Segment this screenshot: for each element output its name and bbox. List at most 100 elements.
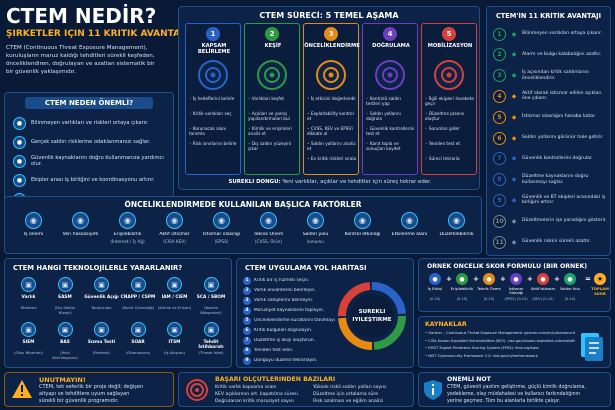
metrics-right-list: Yüksek riskli saldırı yolları sayısı Düze…: [313, 384, 386, 405]
database-icon: ◉: [72, 212, 89, 229]
benefit-icon: ◆: [511, 155, 517, 163]
why-item: ● Güvenlik kaynaklarını doğru kullanmanız…: [13, 153, 169, 169]
stage-bullet: •: [189, 126, 193, 131]
stage-item: • Düzeltme planını oluştur: [425, 111, 476, 121]
tech-item: ▣ SCA / SBOM (Yazılım Bileşenleri): [194, 277, 229, 319]
tech-sub: (İhlal Simülasyonu): [52, 350, 78, 360]
stage-item: • Risk sınırlarını belirle: [189, 141, 240, 146]
formula-term-label: Saldırı Yolu: [559, 287, 581, 291]
tech-sub: Yönetimi: [20, 305, 37, 310]
page-title: CTEM NEDİR?: [6, 4, 157, 28]
formula-term: ● İstismar Olasılığı (EPSS) (0-15): [504, 273, 528, 309]
tech-icon: ▣: [130, 277, 146, 292]
wrench-icon: ◉: [448, 212, 465, 229]
process-title: CTEM SÜRECİ: 5 TEMEL AŞAMA: [259, 11, 399, 20]
stage-item: • Yeniden test et: [425, 141, 476, 146]
stage-item-text: Yeniden test et: [428, 141, 461, 146]
stage-bullet: •: [248, 96, 252, 101]
stage-item-text: Süreci tekrarla: [428, 156, 460, 161]
factor-label: Düzeltilebilirlik: [439, 232, 474, 237]
formula-title: ÖRNEK ÖNCELİK SKOR FORMÜLÜ (BİR ÖRNEK): [427, 263, 588, 270]
stage-item-text: Sorunları gider: [428, 126, 460, 131]
roadmap-step: 2 Varlık envanterini belirleyin.: [243, 286, 335, 295]
metric-item: Kritik varlık kapsama oranı: [215, 385, 277, 390]
factor-sub: (İnternet / İç Ağ): [110, 239, 145, 244]
roadmap-step-number: 9: [243, 356, 251, 365]
stage-bullet: •: [307, 126, 311, 131]
stage-item-text: Düzeltme planını oluştur: [425, 111, 465, 122]
factor-label: Saldırı yolu: [302, 232, 329, 237]
stage-item: • İş etkisini değerlendir: [307, 96, 358, 101]
benefit-icon: ◆: [511, 92, 517, 100]
factor-label: İş önemi: [23, 232, 44, 237]
factor-item: ◉ Aktif istismar (CISA KEV): [152, 211, 197, 251]
gauge-icon: [316, 60, 346, 90]
sources-title: KAYNAKLAR: [425, 321, 467, 328]
crosshair-icon: [198, 60, 228, 90]
stage-bullet: •: [366, 111, 370, 116]
path-icon: ◉: [307, 212, 324, 229]
roadmap-step-text: Varlık sahiplerini belirleyin.: [254, 298, 314, 303]
benefit-number: 4: [493, 89, 506, 103]
roadmap-step: 8 Yeniden test edin.: [243, 346, 335, 355]
factor-item: ◉ Erişilebilirlik (İnternet / İç Ağ): [105, 211, 150, 251]
team-icon: [434, 60, 464, 90]
benefit-number: 11: [493, 235, 506, 249]
stage-bullet: •: [307, 96, 311, 101]
stage-bullet: •: [425, 141, 429, 146]
tech-sub: (Threat Intel): [198, 350, 224, 355]
note-panel: ÖNEMLİ NOT CTEM, güvenli yazılım gelişti…: [418, 372, 611, 407]
roadmap-step-number: 3: [243, 296, 251, 305]
benefit-item: 2 ◆ Alarm ve bulgu kalabalığını azaltır.: [493, 46, 609, 64]
factor-label: İstismar olasılığı: [202, 232, 241, 237]
check-icon: ◉: [354, 212, 371, 229]
factor-item: ◉ İş önemi: [11, 211, 56, 251]
trophy-icon: ★: [594, 273, 606, 285]
tech-icon: ▣: [167, 277, 182, 292]
warning-icon: [12, 380, 32, 398]
benefit-icon: ◆: [511, 196, 517, 204]
factor-item: ◉ İstismar olasılığı (EPSS): [199, 211, 244, 251]
tech-sub: (Kimlik ve Erişim): [157, 305, 192, 310]
stage-item-text: Saldırı yollarını doğrula: [366, 111, 401, 122]
plus-operator: +: [446, 275, 452, 283]
roadmap-step-text: Maruziyet kaynaklarını toplayın.: [254, 308, 325, 313]
stage-number: 3: [324, 27, 338, 41]
stage-number: 5: [442, 27, 456, 41]
benefit-number: 1: [493, 27, 506, 41]
cycle-arrows-icon: [338, 282, 406, 350]
source-item: • CISA Known Exploited Vulnerabilities (…: [425, 338, 575, 343]
shield-icon: ◉: [260, 212, 277, 229]
roadmap-step-number: 2: [243, 286, 251, 295]
tech-item: ▣ Tehdit İstihbaratı (Threat Intel): [194, 322, 229, 364]
warning-text: CTEM, tek seferlik bir proje değil; deği…: [39, 384, 143, 405]
stage-bullet: •: [248, 111, 252, 116]
benefit-item: 6 ◆ Saldırı yollarını görünür hale getirir…: [493, 129, 609, 147]
roadmap-step: 1 Kritik bir iş hizmeti seçin.: [243, 276, 335, 285]
stage-bullet: •: [307, 111, 311, 116]
stage-item-text: İş etkisini değerlendir: [310, 96, 356, 101]
tech-label: ITSM: [168, 340, 181, 345]
header-block: CTEM NEDİR? ŞİRKETLER İÇİN 11 KRİTİK AVA…: [6, 4, 178, 90]
stage-item-text: Exploitability kontrol et: [307, 111, 354, 122]
benefit-icon: ◆: [511, 176, 517, 184]
formula-term-range: (EPSS) (0-15): [504, 297, 528, 301]
intro-line: kuruluşların maruz kaldığı tehditleri sü…: [6, 53, 155, 59]
stage-item: • Süreci tekrarla: [425, 156, 476, 161]
why-item: ● Gerçek saldırı risklerine odaklanmanızı…: [13, 134, 169, 150]
stage-item-text: Kontrolü saldırı testleri yap: [366, 96, 402, 107]
note-line: yerine geçmez. Tüm bu alanlarla birlikte…: [447, 399, 561, 404]
benefit-text: Bilinmeyen varlıkları ortaya çıkarır.: [522, 31, 603, 37]
formula-term: ● Teknik Önem (0-15): [477, 273, 501, 309]
stage-number: 2: [265, 27, 279, 41]
stage-title: ÖNCELİKLENDİRME: [304, 43, 360, 49]
stage-item-text: Saldırı yollarını analiz et: [307, 141, 356, 152]
plus-operator: +: [473, 275, 479, 283]
tech-label: SOAR: [131, 340, 145, 345]
stage-item-text: Kanıt topla ve sonuçları kaydet: [366, 141, 401, 152]
roadmap-step-text: Kritik bir iş hizmeti seçin.: [254, 278, 310, 283]
benefit-text: Düzeltmelerin işe yaradığını gösterir.: [522, 218, 607, 224]
factor-item: ◉ Teknik Önem (CVSS, Ürün): [246, 211, 291, 251]
benefit-icon: ◆: [511, 113, 517, 121]
tech-label: SIEM: [22, 340, 35, 345]
